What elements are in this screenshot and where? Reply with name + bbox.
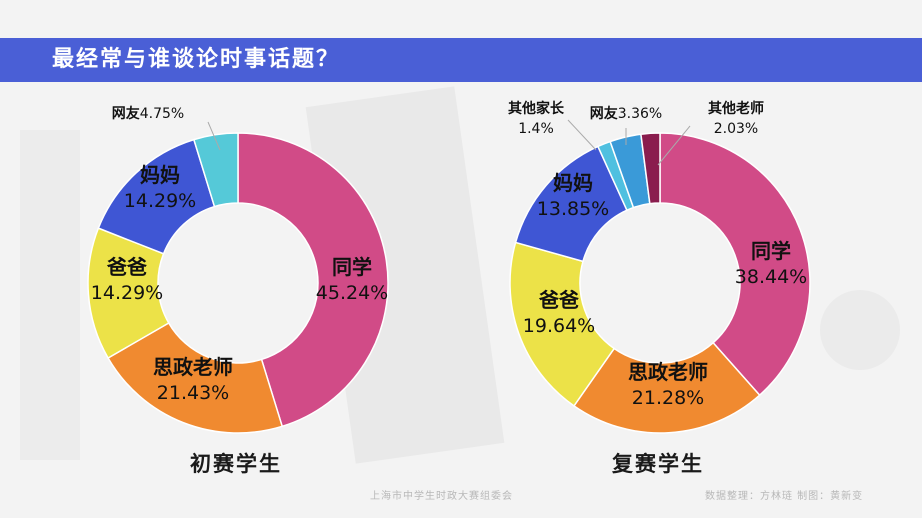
title-bar: 最经常与谁谈论时事话题？ (0, 38, 922, 82)
donut-slice-1-1 (237, 132, 389, 428)
slice-1-5-value: 4.75% (140, 106, 184, 122)
leader-line-2-7 (657, 125, 691, 166)
slice-1-4-label: 妈妈 (140, 163, 180, 187)
slice-2-7-label: 其他老师 (708, 100, 764, 117)
slice-1-2-label: 思政老师 (153, 355, 233, 379)
slice-1-4-value: 14.29% (124, 190, 196, 212)
slice-1-3-value: 14.29% (91, 282, 163, 304)
donut-slice-2-3 (509, 241, 616, 407)
donut-slice-1-5 (192, 132, 239, 208)
page-title: 最经常与谁谈论时事话题？ (52, 47, 341, 72)
chart-title-2: 复赛学生 (612, 452, 704, 476)
slice-1-5-label: 网友 (112, 105, 140, 122)
slice-1-3-label: 爸爸 (106, 255, 147, 279)
slice-2-5-value: 1.4% (518, 121, 554, 137)
leader-line-1-5 (207, 121, 221, 151)
slice-1-1-value: 45.24% (316, 282, 388, 304)
slice-2-3-value: 19.64% (523, 315, 595, 337)
donut-slice-1-2 (107, 321, 284, 434)
footer-credits: 数据整理：方林琏 制图：黄新变 (705, 491, 864, 502)
slice-2-2-value: 21.28% (632, 387, 704, 409)
slice-2-6-label: 网友 (590, 105, 618, 122)
slice-2-4-value: 13.85% (537, 198, 609, 220)
donut-slice-2-2 (572, 341, 761, 434)
slice-2-6-label-group: 网友3.36% (590, 105, 662, 122)
slice-2-1-label: 同学 (751, 239, 791, 263)
slice-2-4-label: 妈妈 (553, 171, 593, 195)
donut-slice-2-1 (659, 132, 811, 397)
slice-2-6-value: 3.36% (618, 106, 662, 122)
slice-2-5-label: 其他家长 (508, 100, 565, 117)
slice-2-3-label: 爸爸 (538, 288, 579, 312)
footer-organizer: 上海市中学生时政大赛组委会 (370, 491, 513, 502)
slice-1-2-value: 21.43% (157, 382, 229, 404)
chart-title-1: 初赛学生 (190, 452, 282, 476)
donut-slice-2-7 (640, 132, 661, 205)
leader-line-2-5 (567, 119, 597, 151)
slice-1-5-label-group: 网友4.75% (112, 105, 184, 122)
slice-2-7-value: 2.03% (714, 121, 758, 137)
slice-2-1-value: 38.44% (735, 266, 807, 288)
slice-2-2-label: 思政老师 (628, 360, 708, 384)
slice-1-1-label: 同学 (332, 255, 372, 279)
